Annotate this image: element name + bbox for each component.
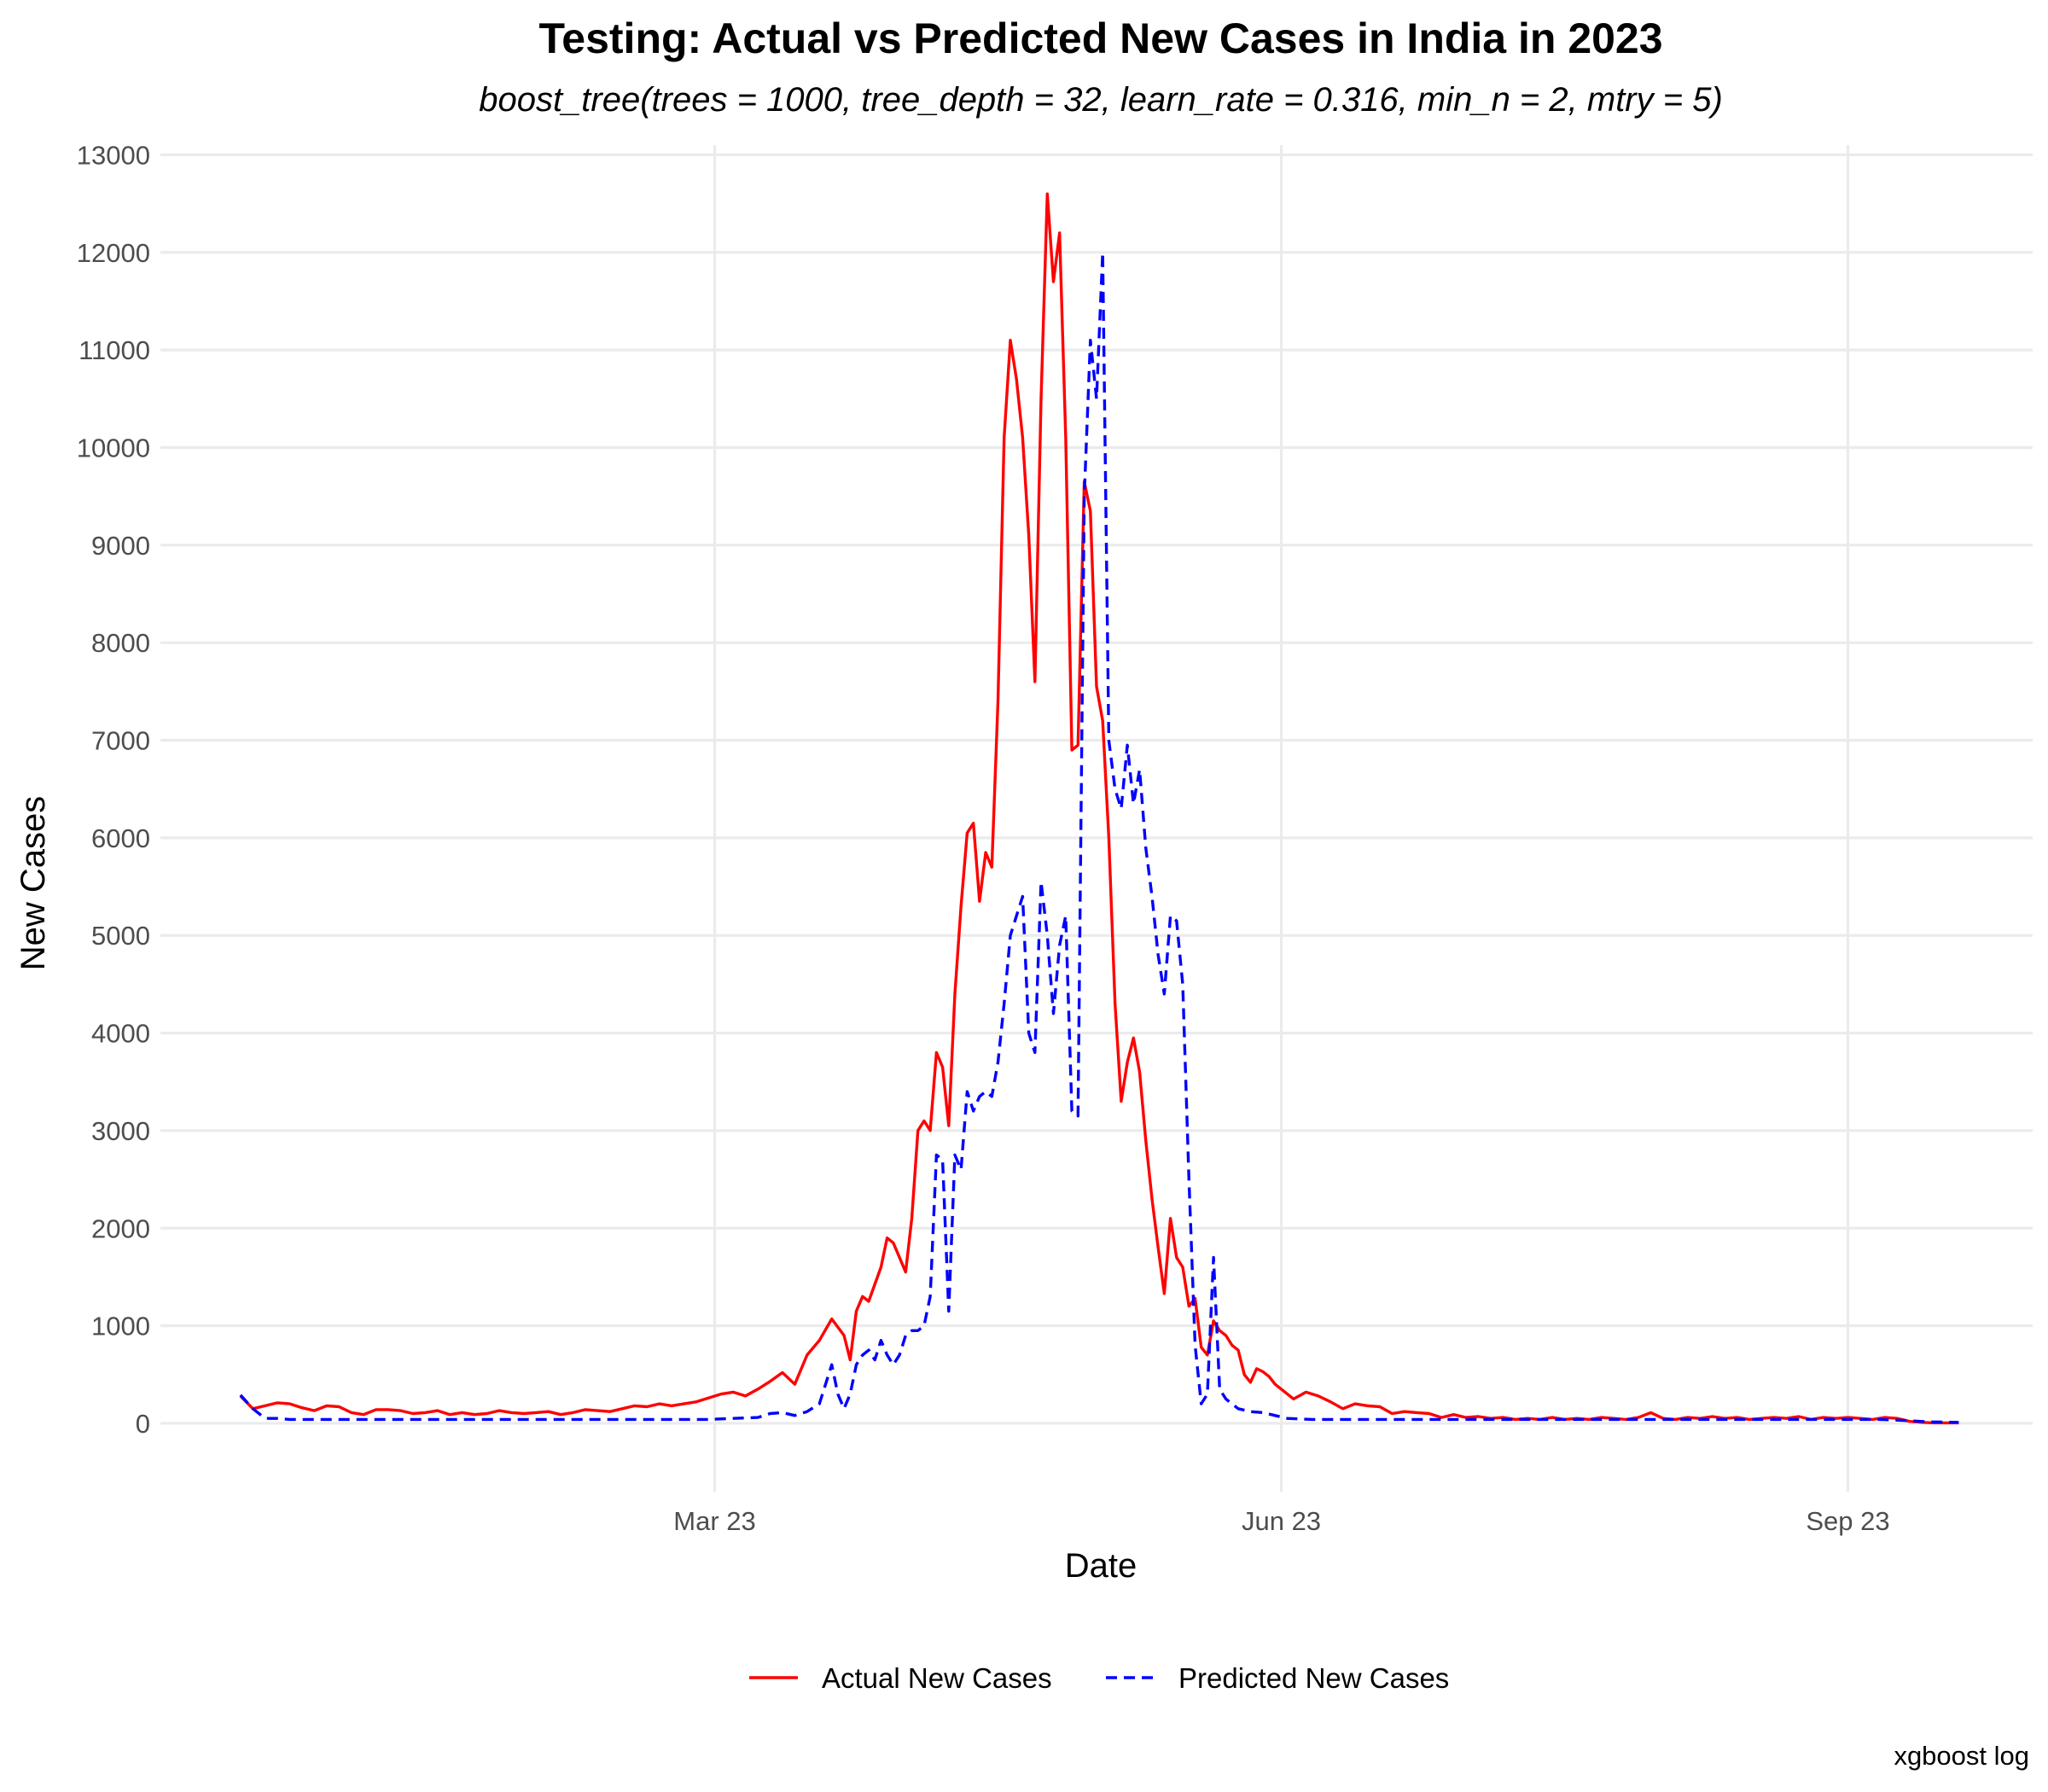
y-tick-label: 4000 bbox=[91, 1019, 150, 1049]
predicted-series-line bbox=[239, 251, 1959, 1424]
y-axis-title: New Cases bbox=[15, 796, 52, 971]
chart-caption: xgboost log bbox=[1894, 1741, 2029, 1771]
grid-layer bbox=[160, 145, 2033, 1492]
y-tick-label: 1000 bbox=[91, 1312, 150, 1341]
y-tick-label: 9000 bbox=[91, 531, 150, 561]
chart-title: Testing: Actual vs Predicted New Cases i… bbox=[538, 15, 1662, 62]
y-axis-ticks: 0 1000 2000 3000 4000 5000 6000 7000 8000 9000 100… bbox=[77, 140, 150, 1439]
y-tick-label: 3000 bbox=[91, 1116, 150, 1146]
y-tick-label: 5000 bbox=[91, 921, 150, 951]
y-tick-label: 10000 bbox=[77, 433, 150, 463]
series-layer bbox=[239, 192, 1959, 1425]
y-tick-label: 13000 bbox=[77, 140, 150, 170]
actual-series-line bbox=[239, 192, 1959, 1425]
x-tick-label: Sep 23 bbox=[1806, 1506, 1889, 1536]
legend-label-actual: Actual New Cases bbox=[822, 1662, 1052, 1694]
legend-label-predicted: Predicted New Cases bbox=[1178, 1662, 1449, 1694]
y-tick-label: 6000 bbox=[91, 823, 150, 853]
y-tick-label: 11000 bbox=[79, 335, 150, 365]
legend: Actual New Cases Predicted New Cases bbox=[749, 1662, 1449, 1694]
x-axis-title: Date bbox=[1065, 1547, 1137, 1585]
y-tick-label: 12000 bbox=[77, 238, 150, 268]
x-tick-label: Mar 23 bbox=[673, 1506, 755, 1536]
y-tick-label: 8000 bbox=[91, 628, 150, 658]
y-tick-label: 0 bbox=[136, 1409, 150, 1439]
x-tick-label: Jun 23 bbox=[1242, 1506, 1321, 1536]
y-tick-label: 2000 bbox=[91, 1213, 150, 1243]
y-tick-label: 7000 bbox=[91, 726, 150, 756]
chart-subtitle: boost_tree(trees = 1000, tree_depth = 32… bbox=[479, 81, 1723, 119]
x-axis-ticks: Mar 23 Jun 23 Sep 23 bbox=[673, 1506, 1889, 1536]
